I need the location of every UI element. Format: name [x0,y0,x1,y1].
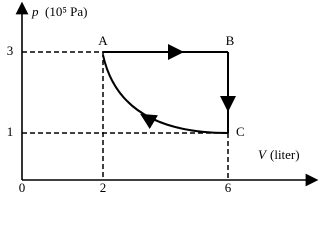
y-tick-label: 3 [7,43,14,58]
point-label: C [236,124,245,139]
y-tick-label: 1 [7,124,14,139]
pv-diagram: p (10⁵ Pa) V (liter) 0 2 6 3 1 A B C [7,1,319,195]
y-axis-label: p [31,4,39,19]
point-label: B [226,33,235,48]
y-axis-unit: (10⁵ Pa) [45,4,87,19]
arrow [140,113,158,129]
origin-label: 0 [19,180,26,195]
process-ca [102,54,229,134]
point-label: A [98,33,108,48]
x-tick-label: 2 [100,180,107,195]
x-axis-label: V [258,147,268,162]
x-axis-unit: (liter) [270,147,300,162]
x-tick-label: 6 [225,180,232,195]
